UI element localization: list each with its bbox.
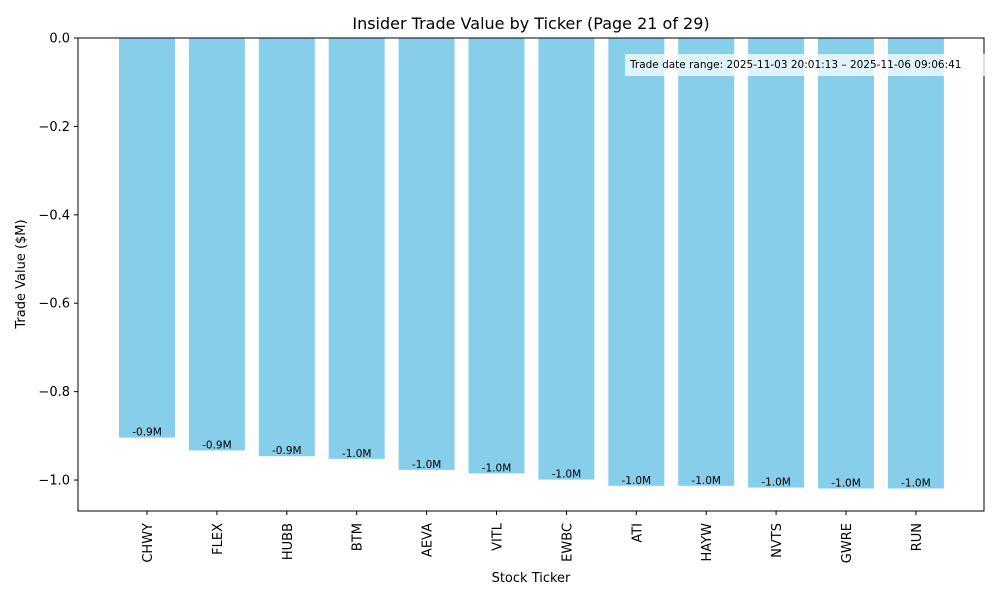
bar-btm — [328, 38, 385, 459]
bar-nvts — [748, 38, 805, 488]
bar-flex — [188, 38, 245, 451]
annotation-box: Trade date range: 2025-11-03 20:01:13 – … — [625, 54, 986, 76]
x-tick-label-ati: ATI — [630, 523, 645, 543]
data-label-ewbc: -1.0M — [552, 469, 582, 481]
x-tick-label-nvts: NVTS — [770, 523, 785, 558]
x-tick-label-btm: BTM — [351, 523, 366, 551]
y-tick-label: −1.0 — [38, 474, 70, 489]
bar-hubb — [258, 38, 315, 457]
y-tick-label: −0.8 — [38, 385, 70, 400]
bar-ati — [608, 38, 665, 486]
data-label-btm: -1.0M — [342, 448, 372, 460]
chart-title: Insider Trade Value by Ticker (Page 21 o… — [352, 14, 709, 33]
y-tick-label: 0.0 — [49, 32, 70, 47]
data-label-ati: -1.0M — [622, 475, 652, 487]
annotation-text: Trade date range: 2025-11-03 20:01:13 – … — [629, 59, 961, 71]
y-tick-label: −0.4 — [38, 208, 70, 223]
bar-ewbc — [538, 38, 595, 480]
x-tick-label-aeva: AEVA — [421, 523, 436, 557]
bar-hayw — [678, 38, 735, 486]
axes-layer: CHWY FLEX HUBB BTM AEVA VITL EWBC ATI HAYW NVTS GW… — [38, 32, 985, 563]
y-axis-label: Trade Value ($M) — [14, 219, 29, 329]
x-tick-label-ewbc: EWBC — [560, 523, 575, 562]
bar-run — [887, 38, 944, 489]
bar-chwy — [119, 38, 175, 438]
data-label-aeva: -1.0M — [412, 459, 442, 471]
data-label-vitl: -1.0M — [482, 462, 512, 474]
data-label-chwy: -0.9M — [132, 427, 162, 439]
y-tick-label: −0.2 — [38, 120, 70, 135]
annotation-background — [625, 54, 986, 76]
data-label-hubb: -0.9M — [272, 445, 302, 457]
data-label-hayw: -1.0M — [691, 475, 721, 487]
data-label-gwre: -1.0M — [831, 477, 861, 489]
data-labels-layer: -0.9M -0.9M -0.9M -1.0M -1.0M -1.0M -1.0M -1.0M… — [132, 427, 930, 490]
x-tick-label-flex: FLEX — [211, 523, 226, 555]
data-label-flex: -0.9M — [202, 439, 232, 451]
x-tick-label-vitl: VITL — [491, 522, 506, 551]
y-tick-label: −0.6 — [38, 297, 70, 312]
x-tick-label-hubb: HUBB — [281, 523, 296, 560]
data-label-run: -1.0M — [901, 477, 931, 489]
bars-layer — [119, 38, 944, 489]
data-label-nvts: -1.0M — [761, 477, 791, 489]
x-axis-label: Stock Ticker — [492, 571, 571, 586]
bar-aeva — [398, 38, 455, 470]
plot-frame — [77, 37, 985, 512]
x-tick-label-hayw: HAYW — [700, 523, 715, 562]
bar-gwre — [818, 38, 874, 489]
x-tick-label-gwre: GWRE — [840, 523, 855, 563]
x-tick-label-run: RUN — [910, 523, 925, 551]
bar-vitl — [468, 38, 525, 474]
x-tick-label-chwy: CHWY — [141, 523, 156, 563]
